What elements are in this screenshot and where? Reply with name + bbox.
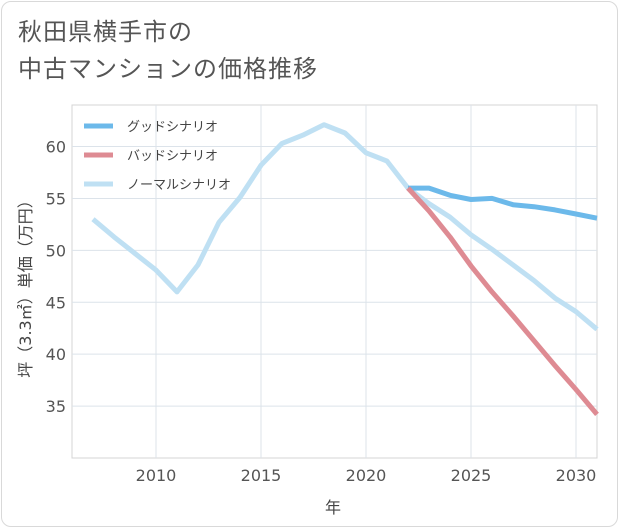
x-tick-labels: 2010 2015 2020 2025 2030 [136,466,597,485]
title-line-2: 中古マンションの価格推移 [18,55,318,83]
plot-area [71,104,598,459]
y-tick-label: 60 [46,138,66,157]
y-tick-label: 40 [46,345,66,364]
series-lines [91,122,599,417]
y-tick-label: 55 [46,189,66,208]
y-axis-label: 坪（3.3㎡）単価（万円） [16,192,35,377]
good-scenario-line [408,185,598,221]
x-axis-label: 年 [325,498,341,517]
bad-scenario-line [406,186,599,417]
x-tick-label: 2025 [451,466,492,485]
legend-normal-label: ノーマルシナリオ [127,178,231,193]
y-tick-label: 50 [46,241,66,260]
y-tick-label: 45 [46,293,66,312]
x-tick-label: 2015 [241,466,282,485]
y-tick-labels: 35 40 45 50 55 60 [46,138,66,417]
x-tick-label: 2020 [346,466,387,485]
legend-good-label: グッドシナリオ [127,120,218,135]
x-tick-label: 2010 [136,466,177,485]
x-tick-label: 2030 [556,466,597,485]
normal-scenario-line [91,122,599,332]
legend-bad-label: バッドシナリオ [127,149,218,164]
title-line-1: 秋田県横手市の [18,18,193,46]
y-tick-label: 35 [46,397,66,416]
grid-lines [72,105,597,458]
page-title: 秋田県横手市の 中古マンションの価格推移 [18,14,318,88]
